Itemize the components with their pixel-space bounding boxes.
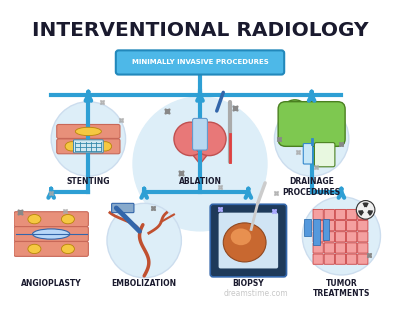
Circle shape xyxy=(302,197,380,275)
Circle shape xyxy=(274,102,349,176)
Circle shape xyxy=(133,97,267,231)
FancyBboxPatch shape xyxy=(313,221,323,231)
Ellipse shape xyxy=(231,228,251,245)
FancyBboxPatch shape xyxy=(74,140,103,153)
Text: INTERVENTIONAL RADIOLOGY: INTERVENTIONAL RADIOLOGY xyxy=(32,21,368,40)
FancyBboxPatch shape xyxy=(303,143,312,164)
FancyBboxPatch shape xyxy=(219,213,278,269)
Ellipse shape xyxy=(75,127,101,136)
Text: TUMOR
TREATMENTS: TUMOR TREATMENTS xyxy=(313,278,370,298)
FancyBboxPatch shape xyxy=(324,210,334,220)
FancyBboxPatch shape xyxy=(346,221,357,231)
Polygon shape xyxy=(178,136,222,164)
FancyBboxPatch shape xyxy=(14,241,88,256)
FancyBboxPatch shape xyxy=(358,210,368,220)
Ellipse shape xyxy=(65,142,78,151)
FancyBboxPatch shape xyxy=(313,243,323,253)
FancyBboxPatch shape xyxy=(314,143,335,167)
FancyBboxPatch shape xyxy=(358,243,368,253)
Text: DRAINAGE
PROCEDURES: DRAINAGE PROCEDURES xyxy=(282,177,341,197)
FancyBboxPatch shape xyxy=(14,227,88,241)
FancyBboxPatch shape xyxy=(57,139,120,154)
FancyBboxPatch shape xyxy=(358,254,368,264)
FancyBboxPatch shape xyxy=(112,203,134,213)
Ellipse shape xyxy=(98,142,112,151)
FancyBboxPatch shape xyxy=(278,102,345,146)
FancyBboxPatch shape xyxy=(346,254,357,264)
FancyBboxPatch shape xyxy=(335,254,346,264)
FancyBboxPatch shape xyxy=(358,221,368,231)
Circle shape xyxy=(107,203,181,278)
FancyBboxPatch shape xyxy=(57,125,120,138)
Wedge shape xyxy=(362,203,369,210)
Text: ABLATION: ABLATION xyxy=(178,177,222,186)
FancyBboxPatch shape xyxy=(313,210,323,220)
Ellipse shape xyxy=(61,215,74,224)
Circle shape xyxy=(51,102,126,176)
Text: EMBOLIZATION: EMBOLIZATION xyxy=(112,278,177,288)
FancyBboxPatch shape xyxy=(314,219,320,245)
Circle shape xyxy=(174,122,208,156)
FancyBboxPatch shape xyxy=(210,204,286,277)
FancyBboxPatch shape xyxy=(346,232,357,242)
FancyBboxPatch shape xyxy=(313,232,323,242)
Text: BIOPSY: BIOPSY xyxy=(232,278,264,288)
Text: dreamstime.com: dreamstime.com xyxy=(224,289,288,298)
Text: MINIMALLY INVASIVE PROCEDURES: MINIMALLY INVASIVE PROCEDURES xyxy=(132,59,268,65)
FancyBboxPatch shape xyxy=(358,232,368,242)
Ellipse shape xyxy=(61,244,74,253)
FancyBboxPatch shape xyxy=(116,50,284,75)
Circle shape xyxy=(192,122,226,156)
Ellipse shape xyxy=(28,215,41,224)
Circle shape xyxy=(356,201,375,219)
FancyBboxPatch shape xyxy=(335,221,346,231)
Wedge shape xyxy=(358,210,366,216)
FancyBboxPatch shape xyxy=(324,232,334,242)
Text: ANGIOPLASTY: ANGIOPLASTY xyxy=(21,278,82,288)
FancyBboxPatch shape xyxy=(335,232,346,242)
FancyBboxPatch shape xyxy=(323,219,329,240)
Circle shape xyxy=(282,100,308,126)
Ellipse shape xyxy=(32,229,70,239)
FancyBboxPatch shape xyxy=(313,254,323,264)
FancyBboxPatch shape xyxy=(304,219,311,236)
FancyBboxPatch shape xyxy=(192,118,208,150)
FancyBboxPatch shape xyxy=(324,221,334,231)
FancyBboxPatch shape xyxy=(324,243,334,253)
Wedge shape xyxy=(366,210,373,216)
FancyBboxPatch shape xyxy=(346,243,357,253)
FancyBboxPatch shape xyxy=(14,212,88,227)
FancyBboxPatch shape xyxy=(335,210,346,220)
FancyBboxPatch shape xyxy=(335,243,346,253)
Ellipse shape xyxy=(223,223,266,262)
FancyBboxPatch shape xyxy=(324,254,334,264)
Text: STENTING: STENTING xyxy=(67,177,110,186)
Ellipse shape xyxy=(28,244,41,253)
FancyBboxPatch shape xyxy=(346,210,357,220)
Circle shape xyxy=(363,207,368,213)
